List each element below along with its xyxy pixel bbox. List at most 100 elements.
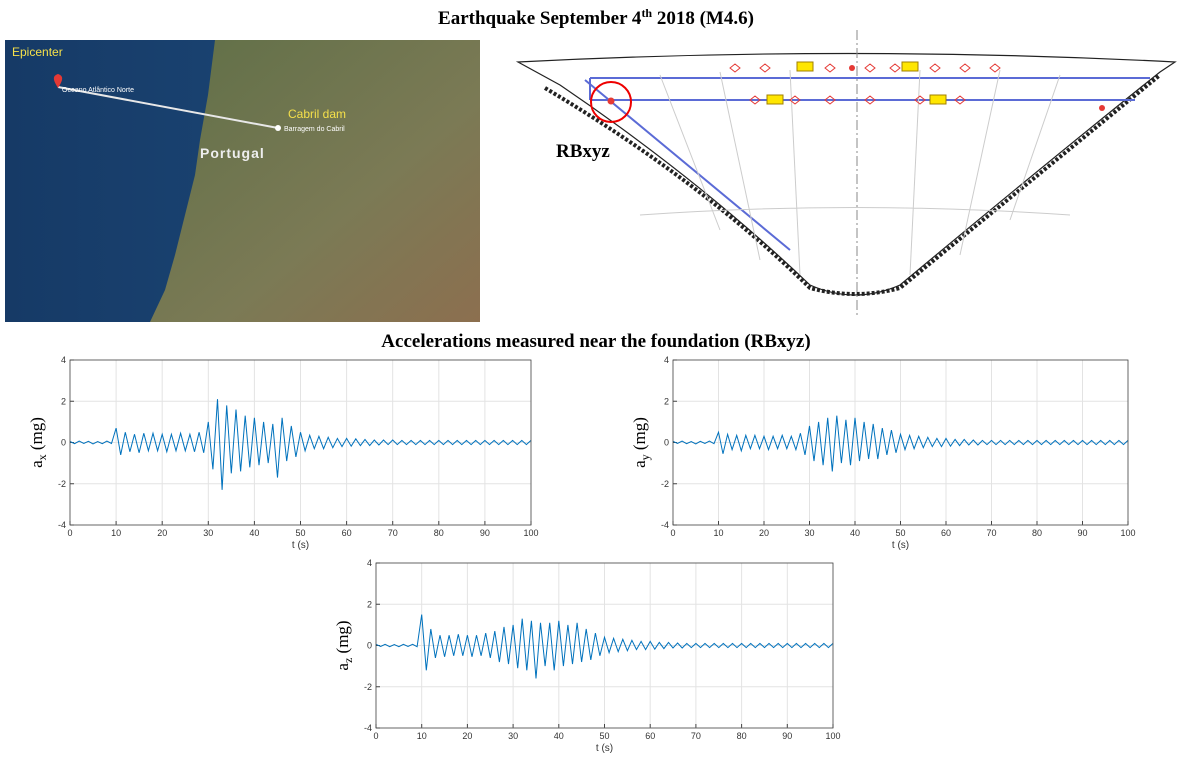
y-tick-label: 4 xyxy=(61,355,66,365)
y-label-unit: (mg) xyxy=(333,620,352,653)
signal-line xyxy=(672,415,1129,472)
y-label-subscript: x xyxy=(35,454,49,460)
x-tick-label: 80 xyxy=(1032,528,1042,538)
subtitle: Accelerations measured near the foundati… xyxy=(381,331,810,352)
device xyxy=(929,94,947,105)
y-label-subscript: y xyxy=(638,454,652,460)
y-label-symbol: a xyxy=(333,663,352,671)
x-tick-label: 40 xyxy=(850,528,860,538)
y-tick-label: 0 xyxy=(61,438,66,448)
y-axis-label: az (mg) xyxy=(333,620,355,670)
x-tick-label: 20 xyxy=(759,528,769,538)
y-axis-label: ay (mg) xyxy=(630,417,652,468)
plot-frame xyxy=(69,359,532,526)
x-tick-label: 100 xyxy=(523,528,538,538)
x-tick-label: 20 xyxy=(462,731,472,741)
x-tick-label: 0 xyxy=(670,528,675,538)
y-tick-label: -4 xyxy=(364,723,372,733)
x-tick-label: 30 xyxy=(804,528,814,538)
map-label: Epicenter xyxy=(12,45,63,59)
y-tick-label: 2 xyxy=(61,396,66,406)
y-tick-label: 0 xyxy=(664,438,669,448)
y-label-unit: (mg) xyxy=(27,417,46,450)
y-tick-label: -2 xyxy=(364,682,372,692)
y-tick-label: 0 xyxy=(367,641,372,651)
x-tick-label: 30 xyxy=(203,528,213,538)
y-label-symbol: a xyxy=(630,460,649,468)
y-tick-label: 2 xyxy=(664,396,669,406)
sensor xyxy=(849,65,855,71)
device xyxy=(766,94,784,105)
dam-diagram: RBxyz xyxy=(515,30,1177,315)
sensor xyxy=(1099,105,1105,111)
y-label-subscript: z xyxy=(341,658,355,663)
x-axis-label: t (s) xyxy=(292,540,309,551)
y-tick-label: -4 xyxy=(661,520,669,530)
dam-outline xyxy=(515,52,1177,296)
plot-frame xyxy=(672,359,1129,526)
map-label: Cabril dam xyxy=(288,107,346,121)
y-tick-label: 4 xyxy=(664,355,669,365)
x-tick-label: 90 xyxy=(1077,528,1087,538)
map: Epicenter Oceano Atlântico Norte Cabril … xyxy=(5,40,480,322)
dam-dot xyxy=(275,125,281,131)
y-tick-label: -2 xyxy=(58,479,66,489)
gallery xyxy=(584,77,1150,251)
joints xyxy=(639,69,1071,276)
x-tick-label: 60 xyxy=(342,528,352,538)
x-tick-label: 40 xyxy=(554,731,564,741)
signal-line xyxy=(375,614,834,679)
sensors xyxy=(729,63,1001,105)
epicenter-pin xyxy=(53,74,63,88)
x-tick-label: 100 xyxy=(1120,528,1135,538)
chart: 0 10 20 30 40 50 60 70 80 90 100 -4 -2 0 2 4 t (s) ax (mg… xyxy=(27,355,539,551)
x-tick-label: 40 xyxy=(249,528,259,538)
foundation xyxy=(543,73,1162,296)
x-tick-label: 10 xyxy=(417,731,427,741)
x-tick-label: 50 xyxy=(295,528,305,538)
x-tick-label: 0 xyxy=(67,528,72,538)
x-tick-label: 10 xyxy=(111,528,121,538)
x-tick-label: 90 xyxy=(480,528,490,538)
map-label: Barragem do Cabril xyxy=(284,126,345,133)
x-tick-label: 80 xyxy=(737,731,747,741)
x-tick-label: 20 xyxy=(157,528,167,538)
y-tick-label: -4 xyxy=(58,520,66,530)
chart: 0 10 20 30 40 50 60 70 80 90 100 -4 -2 0 2 4 t (s) ay (mg… xyxy=(630,355,1136,551)
device xyxy=(901,61,919,72)
x-tick-label: 0 xyxy=(373,731,378,741)
x-tick-label: 90 xyxy=(782,731,792,741)
signal-line xyxy=(69,399,532,490)
x-tick-label: 70 xyxy=(388,528,398,538)
sensor-label: RBxyz xyxy=(556,141,610,162)
map-label: Portugal xyxy=(200,145,265,161)
x-tick-label: 10 xyxy=(713,528,723,538)
main-title: Earthquake September 4th 2018 (M4.6) xyxy=(438,6,754,29)
map-land xyxy=(150,40,480,322)
x-tick-label: 60 xyxy=(941,528,951,538)
x-tick-label: 50 xyxy=(599,731,609,741)
x-axis-label: t (s) xyxy=(596,743,613,754)
x-tick-label: 30 xyxy=(508,731,518,741)
y-label-unit: (mg) xyxy=(630,417,649,450)
y-tick-label: 4 xyxy=(367,558,372,568)
y-label-symbol: a xyxy=(27,460,46,468)
x-axis-label: t (s) xyxy=(892,540,909,551)
y-tick-label: 2 xyxy=(367,599,372,609)
map-line xyxy=(57,86,279,129)
y-axis-label: ax (mg) xyxy=(27,417,49,468)
y-tick-label: -2 xyxy=(661,479,669,489)
plot-frame xyxy=(375,562,834,729)
device xyxy=(796,61,814,72)
x-tick-label: 50 xyxy=(895,528,905,538)
chart: 0 10 20 30 40 50 60 70 80 90 100 -4 -2 0 2 4 t (s) az (mg… xyxy=(333,558,841,754)
x-tick-label: 100 xyxy=(825,731,840,741)
map-label: Oceano Atlântico Norte xyxy=(62,87,134,94)
x-tick-label: 70 xyxy=(691,731,701,741)
x-tick-label: 60 xyxy=(645,731,655,741)
sensor xyxy=(607,97,615,105)
x-tick-label: 80 xyxy=(434,528,444,538)
highlight-circle xyxy=(590,81,632,123)
x-tick-label: 70 xyxy=(986,528,996,538)
